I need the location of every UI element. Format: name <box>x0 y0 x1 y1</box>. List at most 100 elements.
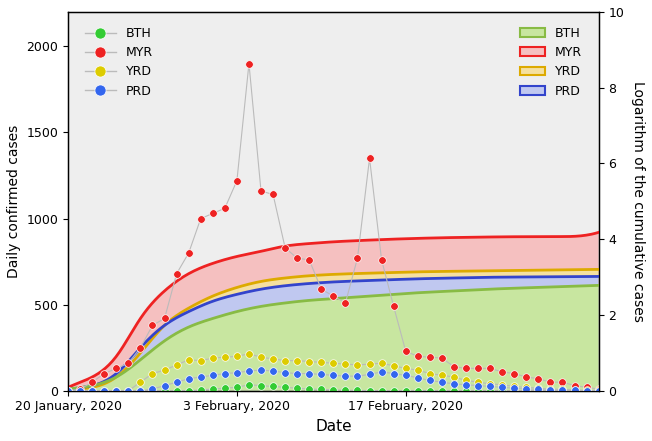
Point <box>521 385 531 392</box>
Point <box>533 375 544 382</box>
Point <box>123 360 134 367</box>
Point <box>75 387 85 394</box>
Point <box>352 373 363 380</box>
Point <box>328 386 338 393</box>
Point <box>485 387 496 394</box>
Point <box>63 387 73 394</box>
Point <box>159 315 170 322</box>
Point <box>461 387 471 394</box>
Point <box>111 365 121 372</box>
Point <box>545 386 556 393</box>
Point <box>461 365 471 372</box>
Point <box>400 372 411 379</box>
Point <box>135 379 145 386</box>
Point <box>171 270 182 277</box>
Point <box>545 385 556 392</box>
Point <box>545 379 556 386</box>
Point <box>533 386 544 393</box>
Point <box>280 357 290 364</box>
Point <box>485 380 496 387</box>
Point <box>183 387 194 394</box>
Point <box>183 375 194 382</box>
Point <box>196 215 206 222</box>
Point <box>340 361 351 368</box>
Point <box>256 382 266 389</box>
Point <box>545 387 556 394</box>
Point <box>99 387 110 394</box>
Point <box>400 387 411 394</box>
Point <box>268 191 278 198</box>
Point <box>123 387 134 394</box>
Point <box>304 256 314 263</box>
Point <box>340 387 351 394</box>
Point <box>159 387 170 394</box>
Point <box>473 365 483 372</box>
Point <box>304 385 314 392</box>
Point <box>509 387 520 394</box>
Point <box>316 286 327 293</box>
Point <box>593 387 604 394</box>
Point <box>292 357 303 364</box>
Point <box>268 383 278 390</box>
Point <box>244 381 254 388</box>
Point <box>87 387 97 394</box>
Point <box>449 363 459 370</box>
Point <box>75 387 85 394</box>
Point <box>557 379 568 386</box>
Point <box>569 387 580 394</box>
Point <box>268 355 278 363</box>
Point <box>400 348 411 355</box>
Point <box>99 387 110 394</box>
Point <box>304 370 314 377</box>
Point <box>220 370 230 377</box>
Point <box>63 387 73 394</box>
Point <box>473 379 483 386</box>
Point <box>256 187 266 194</box>
Point <box>389 362 399 369</box>
Point <box>244 60 254 67</box>
Point <box>328 360 338 367</box>
Point <box>461 377 471 384</box>
Point <box>63 387 73 394</box>
Point <box>256 366 266 374</box>
Point <box>111 387 121 394</box>
Point <box>207 385 218 392</box>
Point <box>328 292 338 299</box>
Point <box>424 370 435 377</box>
Point <box>220 205 230 212</box>
Point <box>569 387 580 394</box>
Y-axis label: Logarithm of the cumulative cases: Logarithm of the cumulative cases <box>631 81 645 322</box>
Point <box>413 353 423 360</box>
Point <box>352 362 363 369</box>
Point <box>437 355 447 362</box>
Point <box>220 354 230 361</box>
Point <box>231 369 242 376</box>
Point <box>521 387 531 394</box>
Point <box>159 382 170 389</box>
Point <box>557 386 568 393</box>
Point <box>557 387 568 394</box>
Point <box>424 387 435 394</box>
Point <box>413 374 423 381</box>
Point <box>328 372 338 379</box>
Point <box>316 371 327 378</box>
Point <box>99 370 110 377</box>
Legend: BTH, MYR, YRD, PRD: BTH, MYR, YRD, PRD <box>515 22 587 103</box>
Point <box>413 387 423 394</box>
Point <box>521 374 531 381</box>
Point <box>557 387 568 394</box>
Point <box>123 387 134 394</box>
Point <box>582 387 592 394</box>
Point <box>87 387 97 394</box>
Point <box>364 371 375 378</box>
Point <box>135 387 145 394</box>
Point <box>340 373 351 380</box>
Point <box>159 366 170 374</box>
Point <box>376 368 387 375</box>
Point <box>376 256 387 263</box>
Point <box>183 356 194 363</box>
Point <box>389 370 399 377</box>
Point <box>485 383 496 390</box>
Point <box>292 385 303 392</box>
Point <box>244 367 254 374</box>
